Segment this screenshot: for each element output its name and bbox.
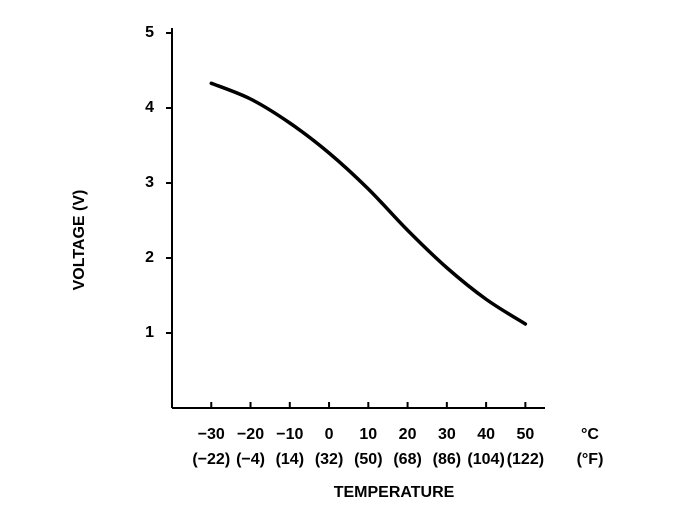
x-tick-label: 10 [359, 426, 377, 443]
x-tick-label: −30 [198, 426, 225, 443]
y-tick-label: 3 [145, 174, 154, 191]
x-tick-label: 0 [325, 426, 334, 443]
y-tick-label: 2 [145, 249, 154, 266]
y-tick-label: 4 [145, 99, 154, 116]
x-tick-label-secondary: (14) [276, 451, 304, 468]
x-tick-label-secondary: (104) [467, 451, 504, 468]
x-tick-label: −10 [276, 426, 303, 443]
x-tick-label-secondary: (50) [354, 451, 382, 468]
x-tick-label: 50 [516, 426, 534, 443]
x-tick-label-secondary: (86) [433, 451, 461, 468]
y-tick-label: 1 [145, 324, 154, 341]
x-tick-label-secondary: (−22) [192, 451, 230, 468]
x-tick-label-secondary: (−4) [236, 451, 265, 468]
x-tick-label-secondary: (32) [315, 451, 343, 468]
y-tick-label: 5 [145, 24, 154, 41]
x-unit: °C [581, 426, 599, 443]
line [209, 81, 528, 326]
x-tick-label: 40 [477, 426, 495, 443]
x-axis-label: TEMPERATURE [334, 484, 455, 501]
x-tick-label-secondary: (122) [507, 451, 544, 468]
x-tick-label: 30 [438, 426, 456, 443]
x-tick-label: −20 [237, 426, 264, 443]
x-tick-label: 20 [399, 426, 417, 443]
x-unit-secondary: (°F) [577, 451, 604, 468]
x-tick-label-secondary: (68) [393, 451, 421, 468]
y-axis-label: VOLTAGE (V) [71, 190, 88, 291]
